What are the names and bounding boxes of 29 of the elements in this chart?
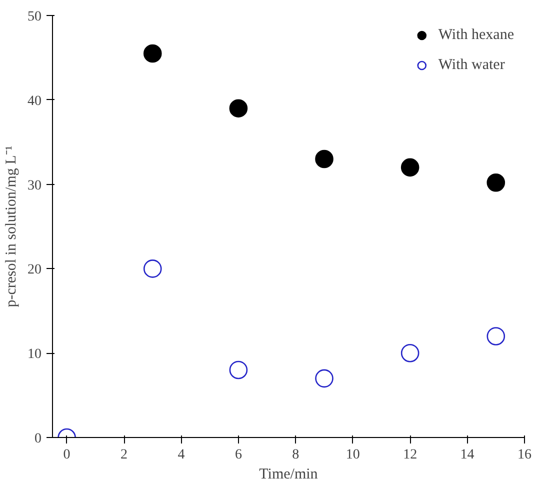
y-tick-label: 40 [28,94,42,109]
point [486,173,506,192]
y-tick-label: 20 [28,262,42,278]
x-tick-label: 2 [120,448,128,462]
y-tick-label: 50 [28,10,42,24]
y-tick-label: 30 [28,178,42,194]
x-tick-label: 10 [346,448,360,462]
x-tick-label: 16 [518,448,532,462]
point [486,327,506,346]
point [400,344,420,362]
point [143,44,162,63]
point [315,369,334,388]
x-tick-label: 12 [403,448,418,462]
x-tick-label: 8 [292,448,300,462]
x-tick-label: 4 [178,448,185,462]
point [143,260,162,278]
point [229,360,248,380]
point [229,99,248,118]
point [315,150,334,168]
y-tick-label: 0 [34,432,42,446]
legend-label: With hexane [438,26,514,44]
y-tick-label: 10 [28,347,42,362]
x-tick-label: 6 [234,448,242,462]
point [400,158,420,177]
x-tick-label: 14 [460,448,474,462]
x-axis-title: Time/min [259,466,318,482]
x-tick-label: 0 [63,448,70,462]
legend-label: With water [438,56,505,74]
y-axis-title: p-cresol in solution/mg L⁻¹ [4,146,20,308]
